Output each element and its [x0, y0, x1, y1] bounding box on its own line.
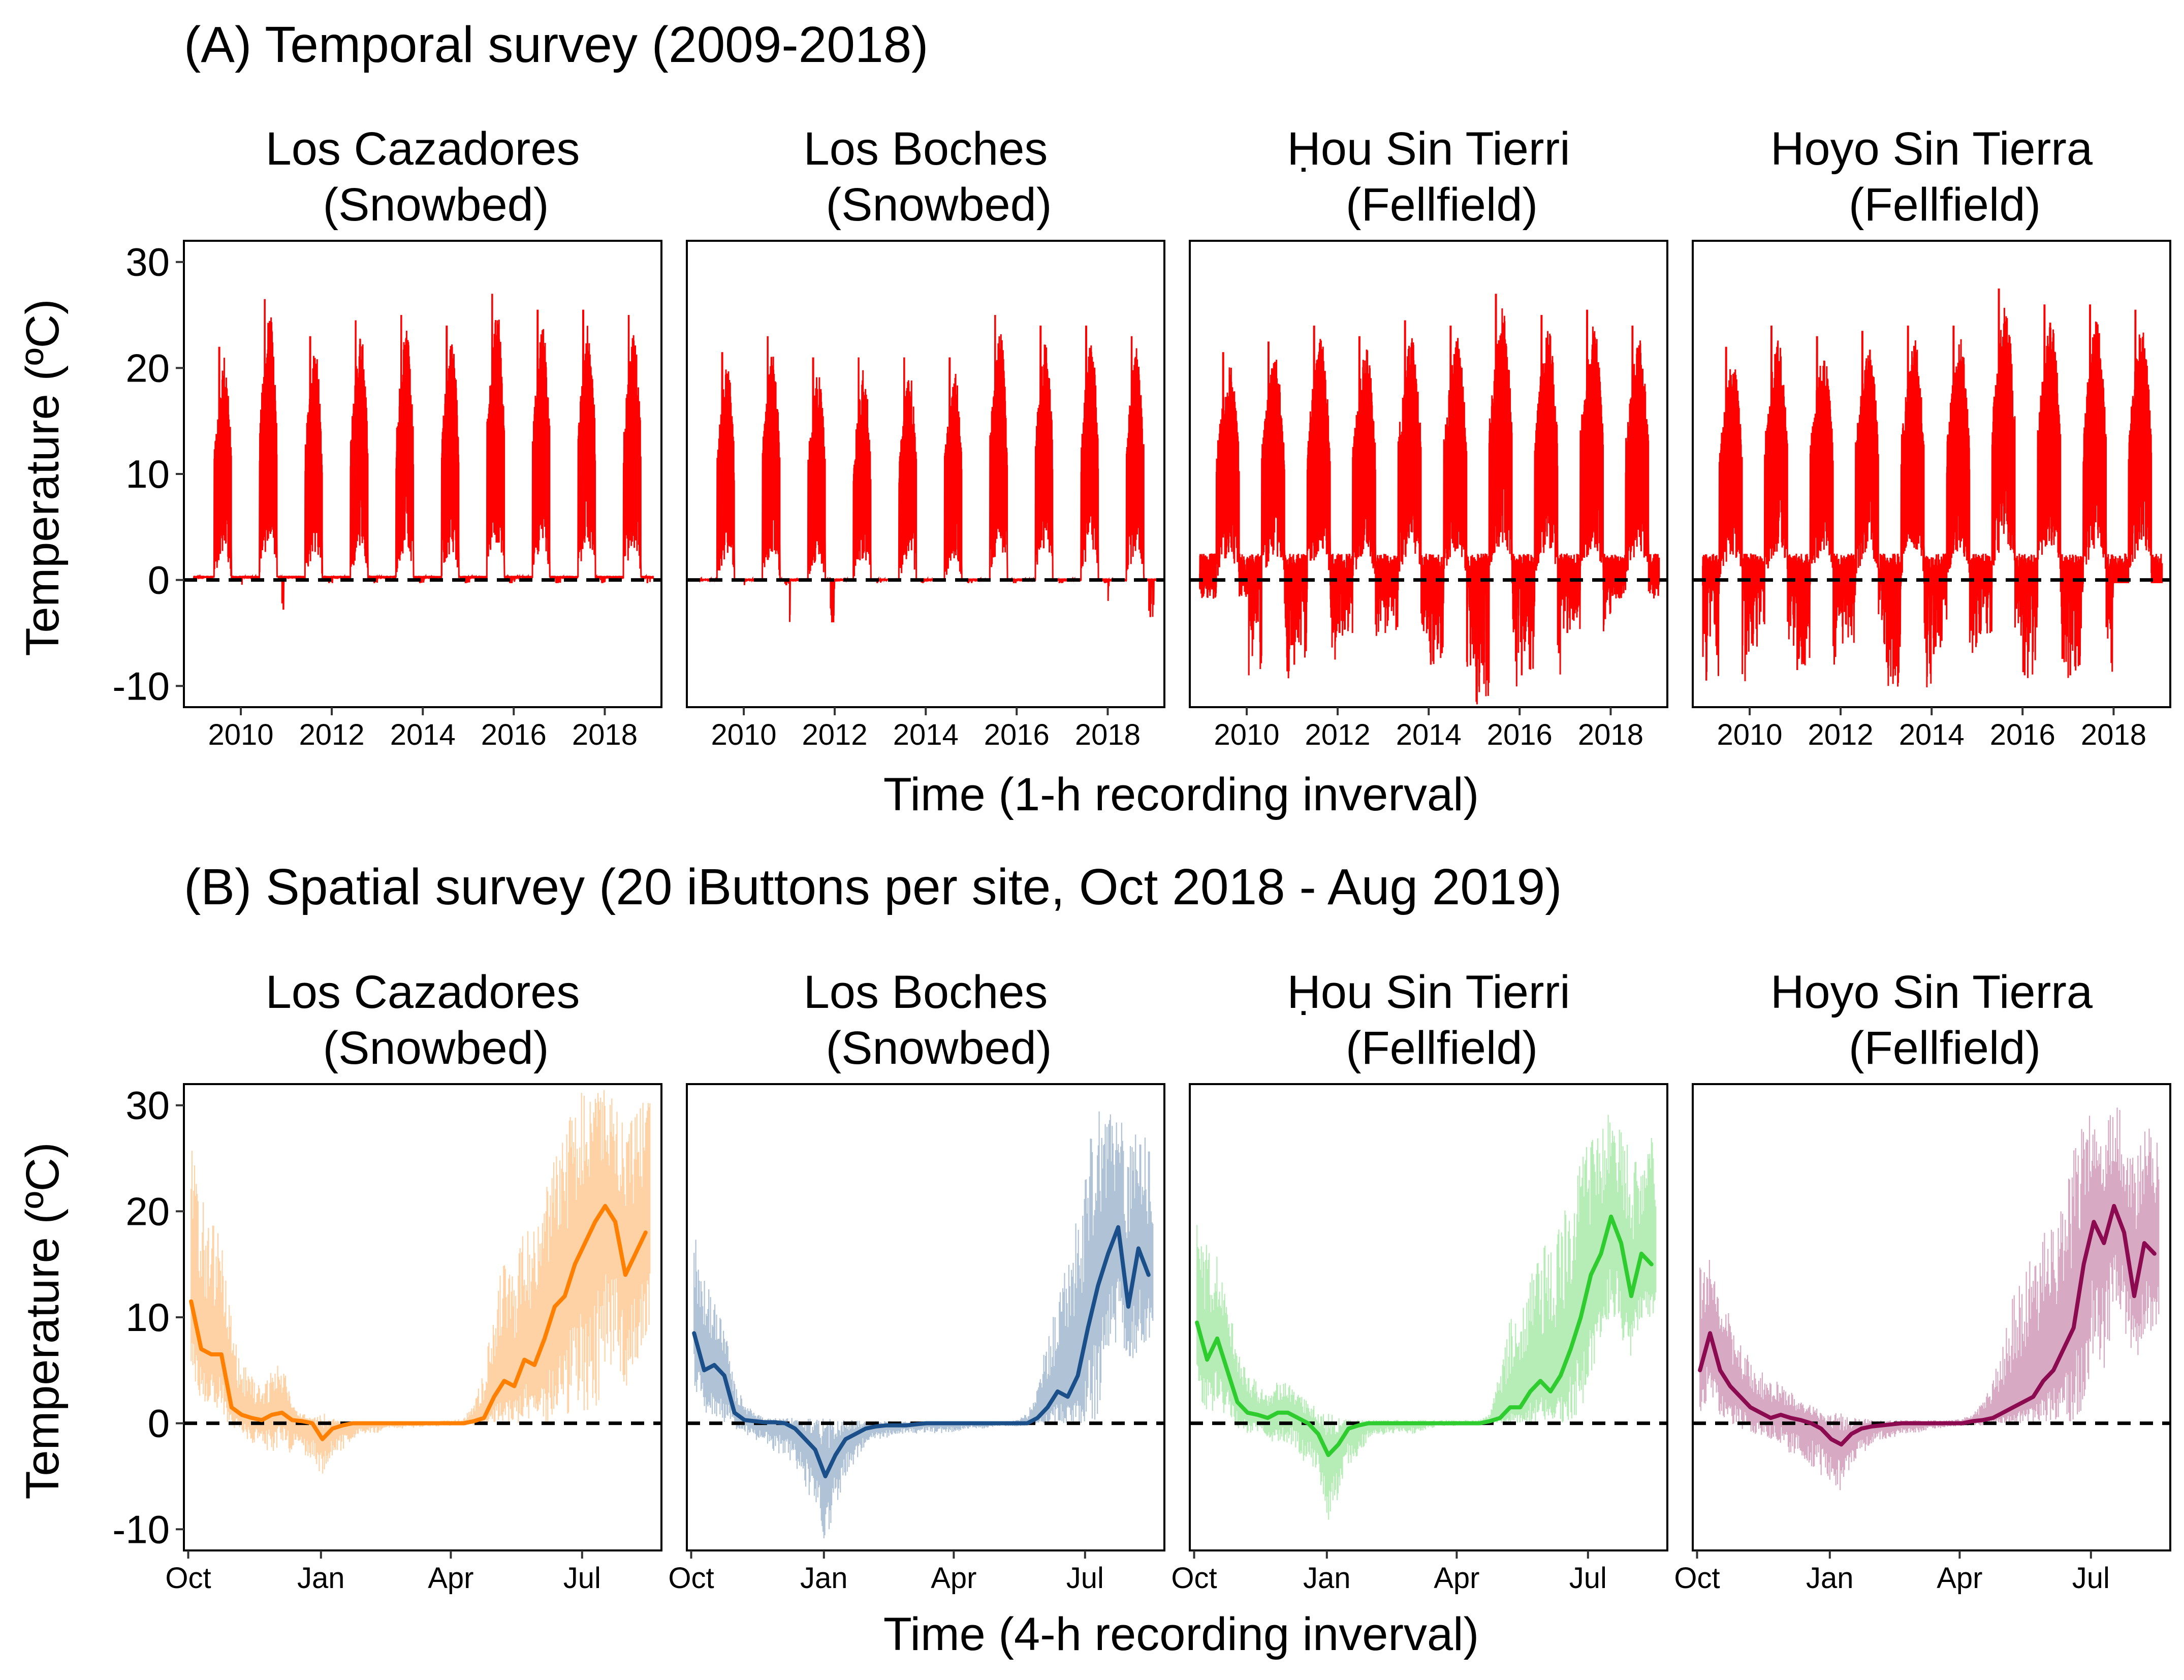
spatial-panel: Los Boches(Snowbed) Oct Jan Apr Jul [668, 966, 1165, 1595]
y-tick-label: 20 [125, 1189, 170, 1233]
spatial-panel: Ḥou Sin Tierri(Fellfield) Oct Jan Apr Jul [1171, 966, 1668, 1595]
strip-label-line1: Hoyo Sin Tierra [1770, 123, 2093, 175]
x-tick-label: 2016 [984, 718, 1050, 751]
y-tick-label: -10 [112, 663, 170, 708]
temporal-panel: Los Cazadores(Snowbed) -10 0 10 20 30 2010 2012… [112, 123, 662, 751]
x-tick-label: 2010 [711, 718, 777, 751]
strip-label-line2: (Snowbed) [323, 179, 549, 231]
x-tick-label: Jul [2072, 1562, 2110, 1595]
x-tick-label: Jan [1303, 1562, 1351, 1595]
x-tick-label: Jul [1569, 1562, 1607, 1595]
strip-label-line1: Los Boches [804, 966, 1048, 1018]
strip-label-line1: Los Cazadores [266, 966, 580, 1018]
x-tick-label: 2018 [572, 718, 638, 751]
panel-frame [686, 1083, 1165, 1551]
x-tick-label: 2014 [390, 718, 456, 751]
x-tick-label: Oct [1171, 1562, 1217, 1595]
x-tick-label: Oct [165, 1562, 211, 1595]
strip-label-line2: (Snowbed) [323, 1022, 549, 1074]
temperature-trace [696, 314, 1157, 623]
x-tick-label: Apr [931, 1562, 976, 1595]
strip-label-line2: (Snowbed) [826, 1022, 1052, 1074]
x-tick-label: Apr [1434, 1562, 1479, 1595]
x-tick-label: Jan [1806, 1562, 1854, 1595]
section-b-x-axis-title: Time (4-h recording inverval) [883, 1608, 1479, 1660]
y-tick-label: 10 [125, 452, 170, 496]
panel-frame [1189, 1083, 1668, 1551]
section-a-title: (A) Temporal survey (2009-2018) [184, 16, 928, 73]
y-tick-label: 30 [125, 240, 170, 284]
x-tick-label: 2012 [802, 718, 868, 751]
x-tick-label: 2014 [1396, 718, 1462, 751]
temporal-panel: Los Boches(Snowbed) 2010 2012 2014 2016 2018 [686, 123, 1165, 751]
x-tick-label: Jan [800, 1562, 848, 1595]
strip-label-line1: Ḥou Sin Tierri [1287, 123, 1570, 175]
min-max-range-band [191, 1090, 651, 1474]
min-max-range-band [1196, 1115, 1657, 1520]
temperature-trace [1199, 294, 1660, 705]
min-max-range-band [1699, 1107, 2160, 1491]
x-tick-label: 2016 [481, 718, 547, 751]
temporal-panel: Hoyo Sin Tierra(Fellfield) 2010 2012 2014 20… [1692, 123, 2171, 751]
section-a-x-axis-title: Time (1-h recording inverval) [883, 769, 1479, 820]
strip-label-line1: Hoyo Sin Tierra [1770, 966, 2093, 1018]
x-tick-label: 2014 [1899, 718, 1965, 751]
spatial-panel: Los Cazadores(Snowbed) -10 0 10 20 30 Oct Jan Ap… [112, 966, 662, 1595]
x-tick-label: Oct [1674, 1562, 1720, 1595]
strip-label-line2: (Snowbed) [826, 179, 1052, 231]
x-tick-label: 2012 [1305, 718, 1371, 751]
min-max-range-band [693, 1111, 1154, 1539]
temperature-trace [1702, 288, 2163, 688]
x-tick-label: Oct [668, 1562, 714, 1595]
section-b-title: (B) Spatial survey (20 iButtons per site… [184, 859, 1562, 915]
strip-label-line1: Los Cazadores [266, 123, 580, 175]
strip-label-line1: Los Boches [804, 123, 1048, 175]
strip-label-line2: (Fellfield) [1346, 1022, 1538, 1074]
x-tick-label: 2012 [299, 718, 365, 751]
x-tick-label: 2012 [1808, 718, 1874, 751]
strip-label-line2: (Fellfield) [1849, 1022, 2041, 1074]
mean-temperature-line [1195, 1214, 1654, 1457]
x-tick-label: 2018 [1075, 718, 1141, 751]
y-tick-label: 30 [125, 1083, 170, 1128]
x-tick-label: Apr [428, 1562, 473, 1595]
x-tick-label: 2016 [1990, 718, 2055, 751]
x-tick-label: Jul [563, 1562, 601, 1595]
spatial-panel: Hoyo Sin Tierra(Fellfield) Oct Jan Apr Jul [1674, 966, 2171, 1595]
temperature-trace [193, 294, 654, 610]
section-b-y-axis-title: Temperature (ºC) [17, 1142, 69, 1499]
x-tick-label: 2018 [1578, 718, 1643, 751]
y-tick-label: -10 [112, 1507, 170, 1551]
x-tick-label: 2016 [1487, 718, 1553, 751]
mean-temperature-line [189, 1203, 648, 1441]
x-tick-label: 2010 [1717, 718, 1783, 751]
section-a-y-axis-title: Temperature (ºC) [17, 299, 69, 656]
mean-temperature-line [1698, 1203, 2157, 1447]
mean-temperature-line [692, 1225, 1151, 1478]
y-tick-label: 20 [125, 345, 170, 390]
x-tick-label: Apr [1937, 1562, 1982, 1595]
strip-label-line2: (Fellfield) [1346, 179, 1538, 231]
strip-label-line1: Ḥou Sin Tierri [1287, 966, 1570, 1018]
x-tick-label: 2010 [1214, 718, 1280, 751]
x-tick-label: 2010 [208, 718, 274, 751]
strip-label-line2: (Fellfield) [1849, 179, 2041, 231]
x-tick-label: Jul [1066, 1562, 1104, 1595]
x-tick-label: Jan [297, 1562, 345, 1595]
y-tick-label: 0 [148, 558, 170, 603]
temporal-panel: Ḥou Sin Tierri(Fellfield) 2010 2012 2014 201… [1189, 123, 1668, 751]
panel-frame [1692, 1083, 2171, 1551]
y-tick-label: 0 [148, 1401, 170, 1446]
y-tick-label: 10 [125, 1295, 170, 1340]
x-tick-label: 2014 [893, 718, 959, 751]
x-tick-label: 2018 [2081, 718, 2146, 751]
